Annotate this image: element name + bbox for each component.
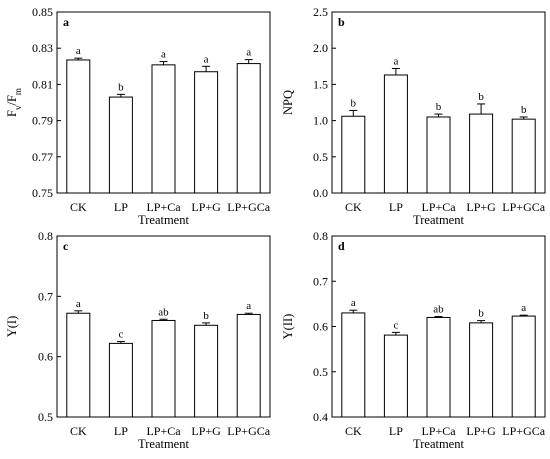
significance-label: b xyxy=(118,81,124,93)
significance-label: b xyxy=(203,310,209,322)
panel-d: 0.4 0.5 0.6 0.7 0.8 d a CK c LP ab LP+Ca b LP+G a LP+GC… xyxy=(281,229,546,451)
bar-LP+Ca xyxy=(426,316,451,418)
category-label: LP+Ca xyxy=(146,200,181,214)
y-tick-label: 2.5 xyxy=(313,5,328,19)
y-tick-label: 0.0 xyxy=(313,186,328,200)
category-label: LP+G xyxy=(466,424,496,438)
bar-LP+G xyxy=(194,324,219,418)
y-tick-label: 0.7 xyxy=(38,289,53,303)
category-label: CK xyxy=(70,424,87,438)
y-tick-label: 0.8 xyxy=(38,229,53,243)
y-tick-label: 0.75 xyxy=(32,186,53,200)
panel-b: 0.0 0.5 1.0 1.5 2.0 2.5 b b CK a LP b LP+Ca b LP+G b LP+… xyxy=(281,5,546,227)
bar-LP+Ca xyxy=(151,319,176,418)
panel-a: 0.75 0.77 0.79 0.81 0.83 0.85 a a CK b LP a LP+Ca a LP… xyxy=(5,5,271,227)
category-label: CK xyxy=(345,200,362,214)
bar-CK xyxy=(341,312,366,418)
significance-label: a xyxy=(521,302,526,314)
y-tick-label: 0.5 xyxy=(38,410,53,424)
significance-label: a xyxy=(76,45,81,57)
category-label: LP+GCa xyxy=(227,200,270,214)
category-label: LP+G xyxy=(191,424,221,438)
category-label: LP xyxy=(114,424,128,438)
category-label: LP+Ca xyxy=(421,200,456,214)
y-axis-title: Y(I) xyxy=(5,316,19,338)
y-tick-label: 0.6 xyxy=(313,320,328,334)
category-label: LP+GCa xyxy=(502,424,545,438)
significance-label: a xyxy=(246,47,251,59)
significance-label: c xyxy=(393,319,398,331)
y-tick-label: 0.4 xyxy=(313,410,328,424)
y-tick-label: 0.7 xyxy=(313,274,328,288)
category-label: LP+GCa xyxy=(227,424,270,438)
significance-label: a xyxy=(161,49,166,61)
y-axis-title: Y(II) xyxy=(281,314,295,340)
y-axis-title: NPQ xyxy=(281,90,295,115)
y-tick-label: 0.77 xyxy=(32,150,53,164)
category-label: LP+G xyxy=(466,200,496,214)
significance-label: b xyxy=(478,91,484,103)
y-tick-label: 1.0 xyxy=(313,114,328,128)
significance-label: a xyxy=(246,300,251,312)
panel-letter: a xyxy=(63,15,69,29)
category-label: CK xyxy=(345,424,362,438)
bar-LP xyxy=(108,96,133,194)
bar-LP xyxy=(383,334,408,418)
y-tick-label: 2.0 xyxy=(313,41,328,55)
y-tick-label: 0.79 xyxy=(32,114,53,128)
y-tick-label: 1.5 xyxy=(313,77,328,91)
significance-label: b xyxy=(351,97,357,109)
category-label: LP xyxy=(114,200,128,214)
bar-CK xyxy=(341,115,366,194)
significance-label: b xyxy=(436,101,442,113)
category-label: LP xyxy=(389,424,403,438)
significance-label: a xyxy=(393,55,398,67)
bar-LP xyxy=(383,74,408,194)
y-tick-label: 0.6 xyxy=(38,350,53,364)
y-tick-label: 0.5 xyxy=(313,150,328,164)
category-label: LP+Ca xyxy=(421,424,456,438)
category-label: LP+GCa xyxy=(502,200,545,214)
x-axis-title: Treatment xyxy=(413,213,464,227)
panel-letter: d xyxy=(338,239,345,253)
significance-label: b xyxy=(478,308,484,320)
x-axis-title: Treatment xyxy=(138,213,189,227)
x-axis-title: Treatment xyxy=(413,437,464,451)
category-label: LP+Ca xyxy=(146,424,181,438)
bar-LP+GCa xyxy=(511,315,536,418)
bar-CK xyxy=(66,312,91,418)
bar-LP+G xyxy=(469,322,494,418)
significance-label: b xyxy=(521,104,527,116)
category-label: LP xyxy=(389,200,403,214)
panel-letter: c xyxy=(63,239,69,253)
y-tick-label: 0.8 xyxy=(313,229,328,243)
y-tick-label: 0.5 xyxy=(313,365,328,379)
x-axis-title: Treatment xyxy=(138,437,189,451)
y-tick-label: 0.81 xyxy=(32,77,53,91)
significance-label: a xyxy=(76,298,81,310)
panel-letter: b xyxy=(338,15,345,29)
significance-label: c xyxy=(118,329,123,341)
bar-CK xyxy=(66,59,91,194)
bar-LP+G xyxy=(194,71,219,194)
bar-LP+Ca xyxy=(426,116,451,194)
y-tick-label: 0.83 xyxy=(32,41,53,55)
significance-label: a xyxy=(351,297,356,309)
bar-LP+G xyxy=(469,113,494,194)
bar-LP+GCa xyxy=(511,118,536,194)
panel-c: 0.5 0.6 0.7 0.8 c a CK c LP ab LP+Ca b LP+G a LP+GCa Tr… xyxy=(5,229,271,451)
category-label: CK xyxy=(70,200,87,214)
y-axis-title: Fv/Fm xyxy=(5,88,23,117)
bar-LP+GCa xyxy=(236,63,261,194)
y-tick-label: 0.85 xyxy=(32,5,53,19)
bar-LP xyxy=(108,342,133,418)
bar-LP+Ca xyxy=(151,64,176,194)
bar-LP+GCa xyxy=(236,313,261,418)
significance-label: ab xyxy=(158,306,169,318)
significance-label: a xyxy=(204,53,209,65)
significance-label: ab xyxy=(433,304,444,316)
category-label: LP+G xyxy=(191,200,221,214)
